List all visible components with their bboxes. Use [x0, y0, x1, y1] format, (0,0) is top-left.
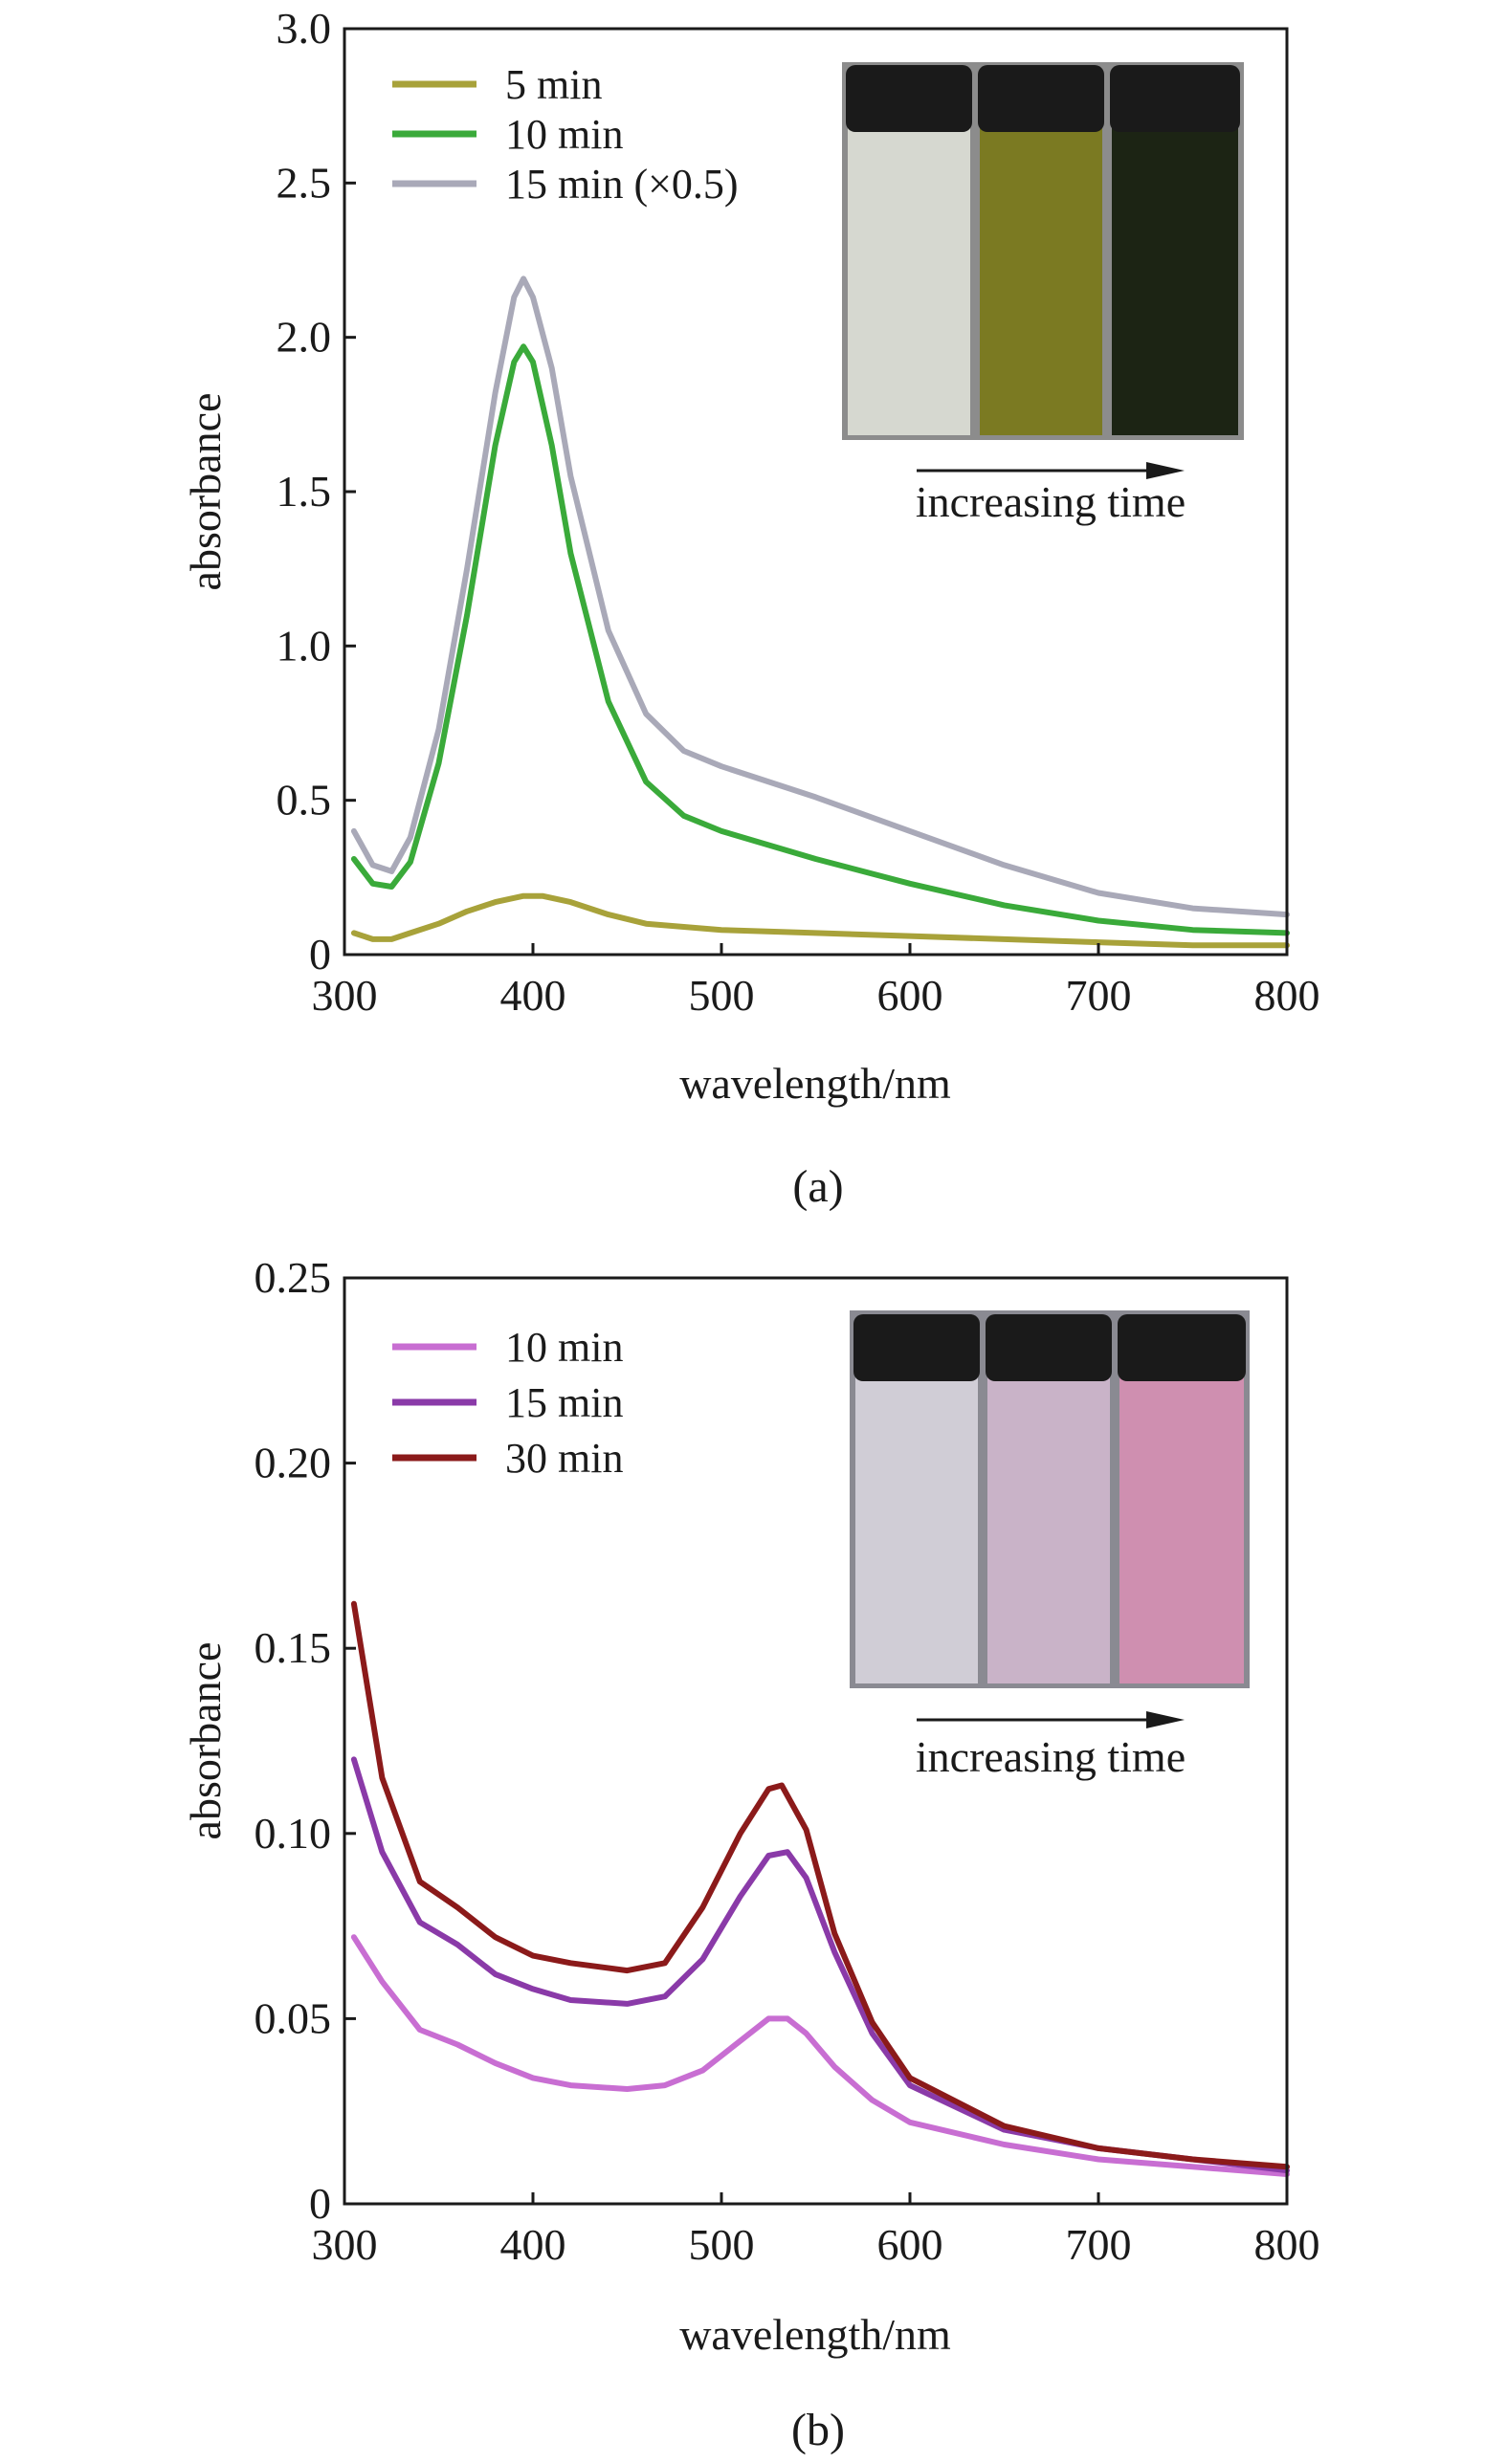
legend-label-10min: 10 min — [505, 1324, 623, 1371]
legend-label-10min: 10 min — [505, 111, 623, 158]
plot-frame — [343, 1276, 1289, 2206]
x-tick-label: 400 — [500, 2220, 566, 2269]
x-tick-label: 700 — [1066, 2220, 1132, 2269]
vial-1 — [855, 1366, 978, 1683]
x-tick-label: 500 — [689, 2220, 755, 2269]
legend-label-30min: 30 min — [505, 1435, 623, 1482]
y-tick-label: 2.5 — [277, 158, 332, 207]
y-tick-label: 0.10 — [255, 1809, 332, 1858]
time-arrowhead — [1146, 462, 1185, 479]
vial-cap-1 — [853, 1314, 980, 1381]
x-tick-label: 600 — [877, 2220, 943, 2269]
y-tick-label: 1.5 — [277, 467, 332, 516]
series-line-5-min — [350, 892, 1290, 949]
x-tick-label: 600 — [877, 971, 943, 1020]
x-axis-label: wavelength/nm — [679, 1059, 951, 1108]
vial-cap-3 — [1110, 65, 1240, 132]
y-tick-label: 2.0 — [277, 313, 332, 362]
vial-cap-2 — [978, 65, 1104, 132]
vial-inset-a: increasing time — [842, 62, 1244, 526]
vial-1 — [848, 115, 970, 435]
y-axis-label: absorbance — [181, 1642, 230, 1840]
series-line-15-min — [350, 1756, 1290, 2174]
legend: 5 min 10 min 15 min (×0.5) — [392, 61, 739, 208]
series-line-15-min-0-5- — [350, 275, 1290, 918]
series-line-10-min — [350, 1934, 1290, 2177]
inset-caption: increasing time — [916, 477, 1186, 526]
vial-cap-3 — [1118, 1314, 1246, 1381]
y-axis-label: absorbance — [181, 393, 230, 591]
x-tick-label: 400 — [500, 971, 566, 1020]
x-axis-label: wavelength/nm — [679, 2310, 951, 2359]
panel-caption: (b) — [791, 2405, 845, 2455]
inset-caption: increasing time — [916, 1732, 1186, 1781]
y-tick-label: 3.0 — [277, 4, 332, 53]
legend-label-15min: 15 min — [505, 1379, 623, 1426]
series-line-30-min — [350, 1600, 1290, 2170]
vial-cap-1 — [846, 65, 972, 132]
series-line-10-min — [350, 343, 1290, 936]
x-tick-label: 800 — [1254, 971, 1320, 1020]
y-tick-label: 0.15 — [255, 1623, 332, 1672]
y-tick-label: 0.05 — [255, 1993, 332, 2042]
vial-3 — [1119, 1366, 1244, 1683]
vial-2 — [987, 1366, 1110, 1683]
vial-3 — [1112, 115, 1238, 435]
chart-panel-b: increasing time 300 400 500 600 700 800 0 0.05 0… — [181, 1253, 1320, 2455]
y-tick-label: 0.20 — [255, 1439, 332, 1487]
vial-2 — [980, 115, 1102, 435]
chart-panel-a: increasing time 300 400 500 600 700 800 0 0.5 1.… — [181, 4, 1320, 1212]
y-tick-label: 0 — [309, 930, 331, 979]
vial-inset-b: increasing time — [850, 1310, 1250, 1781]
y-tick-label: 0 — [309, 2179, 331, 2228]
time-arrowhead — [1146, 1711, 1185, 1728]
panel-caption: (a) — [792, 1161, 843, 1212]
legend-label-15min: 15 min (×0.5) — [505, 161, 739, 208]
x-tick-label: 700 — [1066, 971, 1132, 1020]
x-tick-label: 300 — [312, 2220, 378, 2269]
x-tick-label: 800 — [1254, 2220, 1320, 2269]
y-tick-label: 1.0 — [277, 621, 332, 670]
y-tick-label: 0.5 — [277, 776, 332, 825]
legend: 10 min 15 min 30 min — [392, 1324, 623, 1482]
x-tick-label: 500 — [689, 971, 755, 1020]
x-tick-label: 300 — [312, 971, 378, 1020]
y-tick-label: 0.25 — [255, 1253, 332, 1302]
vial-cap-2 — [986, 1314, 1112, 1381]
legend-label-5min: 5 min — [505, 61, 602, 108]
